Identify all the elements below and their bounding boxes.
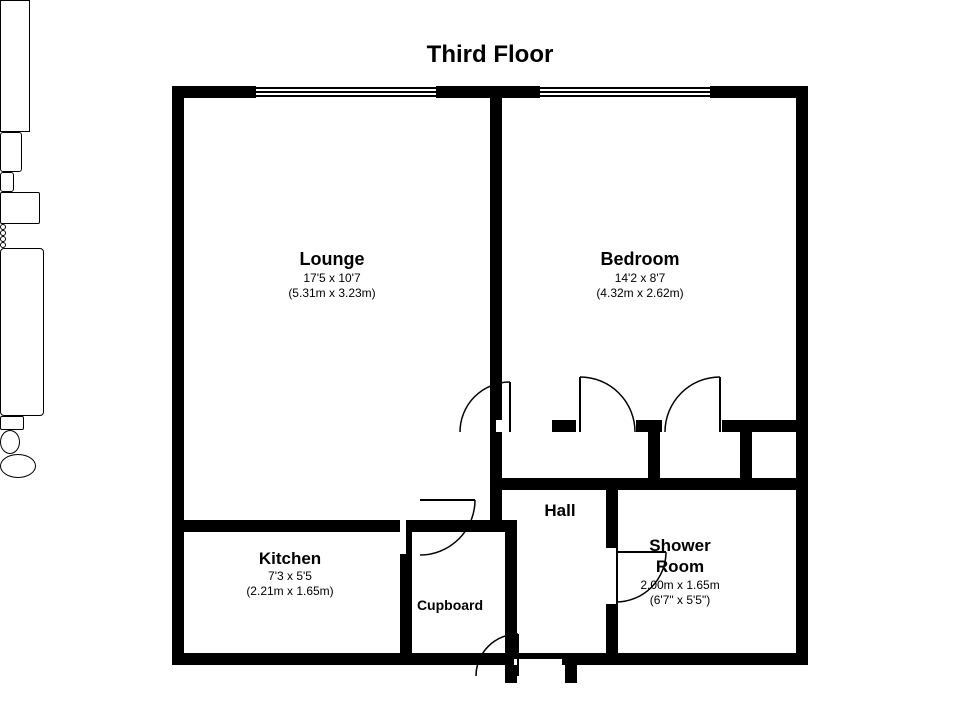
toilet-cistern [0,416,24,430]
door-gap [496,420,552,432]
shower-name2: Room [580,556,780,577]
floorplan-canvas: Third Floor Lounge17'5 x 10'7(5.31m x 3.2… [0,0,980,712]
window-2 [540,91,710,93]
window-1 [256,91,436,93]
kitchen-name: Kitchen [190,548,390,569]
shower-dim-metric: 2.00m x 1.65m [580,578,780,593]
door-gap [576,420,636,432]
toilet-bowl [0,430,20,454]
door-gap [514,659,562,673]
room-label-shower: ShowerRoom2.00m x 1.65m(6'7" x 5'5") [580,535,780,608]
lounge-name: Lounge [232,248,432,271]
wall-hall-bottom [490,478,808,490]
wall-outer-bottom [172,653,808,665]
hall-name: Hall [460,500,660,521]
bedroom-dim-imperial: 14'2 x 8'7 [540,271,740,286]
bedroom-dim-metric: (4.32m x 2.62m) [540,286,740,301]
door-gap [400,494,406,554]
room-label-bedroom: Bedroom14'2 x 8'7(4.32m x 2.62m) [540,248,740,301]
lounge-dim-imperial: 17'5 x 10'7 [232,271,432,286]
wall-lounge-bedroom [490,98,502,420]
room-label-hall: Hall [460,500,660,521]
wall-cupboard-right [505,520,517,665]
door-gap [662,420,722,432]
wall-entrance-pier-right [565,665,577,683]
kitchen-hob [0,192,40,224]
page-title: Third Floor [370,40,610,70]
room-label-lounge: Lounge17'5 x 10'7(5.31m x 3.23m) [232,248,432,301]
kitchen-dim-imperial: 7'3 x 5'5 [190,569,390,584]
kitchen-sink [0,132,22,172]
room-label-cupboard: Cupboard [350,597,550,615]
lounge-dim-metric: (5.31m x 3.23m) [232,286,432,301]
shower-dim-imperial: (6'7" x 5'5") [580,593,780,608]
wall-kitchen-top [184,520,505,532]
wash-basin [0,454,36,478]
cupboard-name: Cupboard [350,597,550,615]
wall-outer-left [172,86,184,665]
kitchen-sink-bowl [0,172,14,192]
shower-tray [0,248,44,416]
bedroom-name: Bedroom [540,248,740,271]
kitchen-counter [0,0,30,132]
wall-entrance-pier-left [505,665,517,683]
wall-outer-right [796,86,808,665]
shower-name: Shower [580,535,780,556]
room-label-kitchen: Kitchen7'3 x 5'5(2.21m x 1.65m) [190,548,390,599]
